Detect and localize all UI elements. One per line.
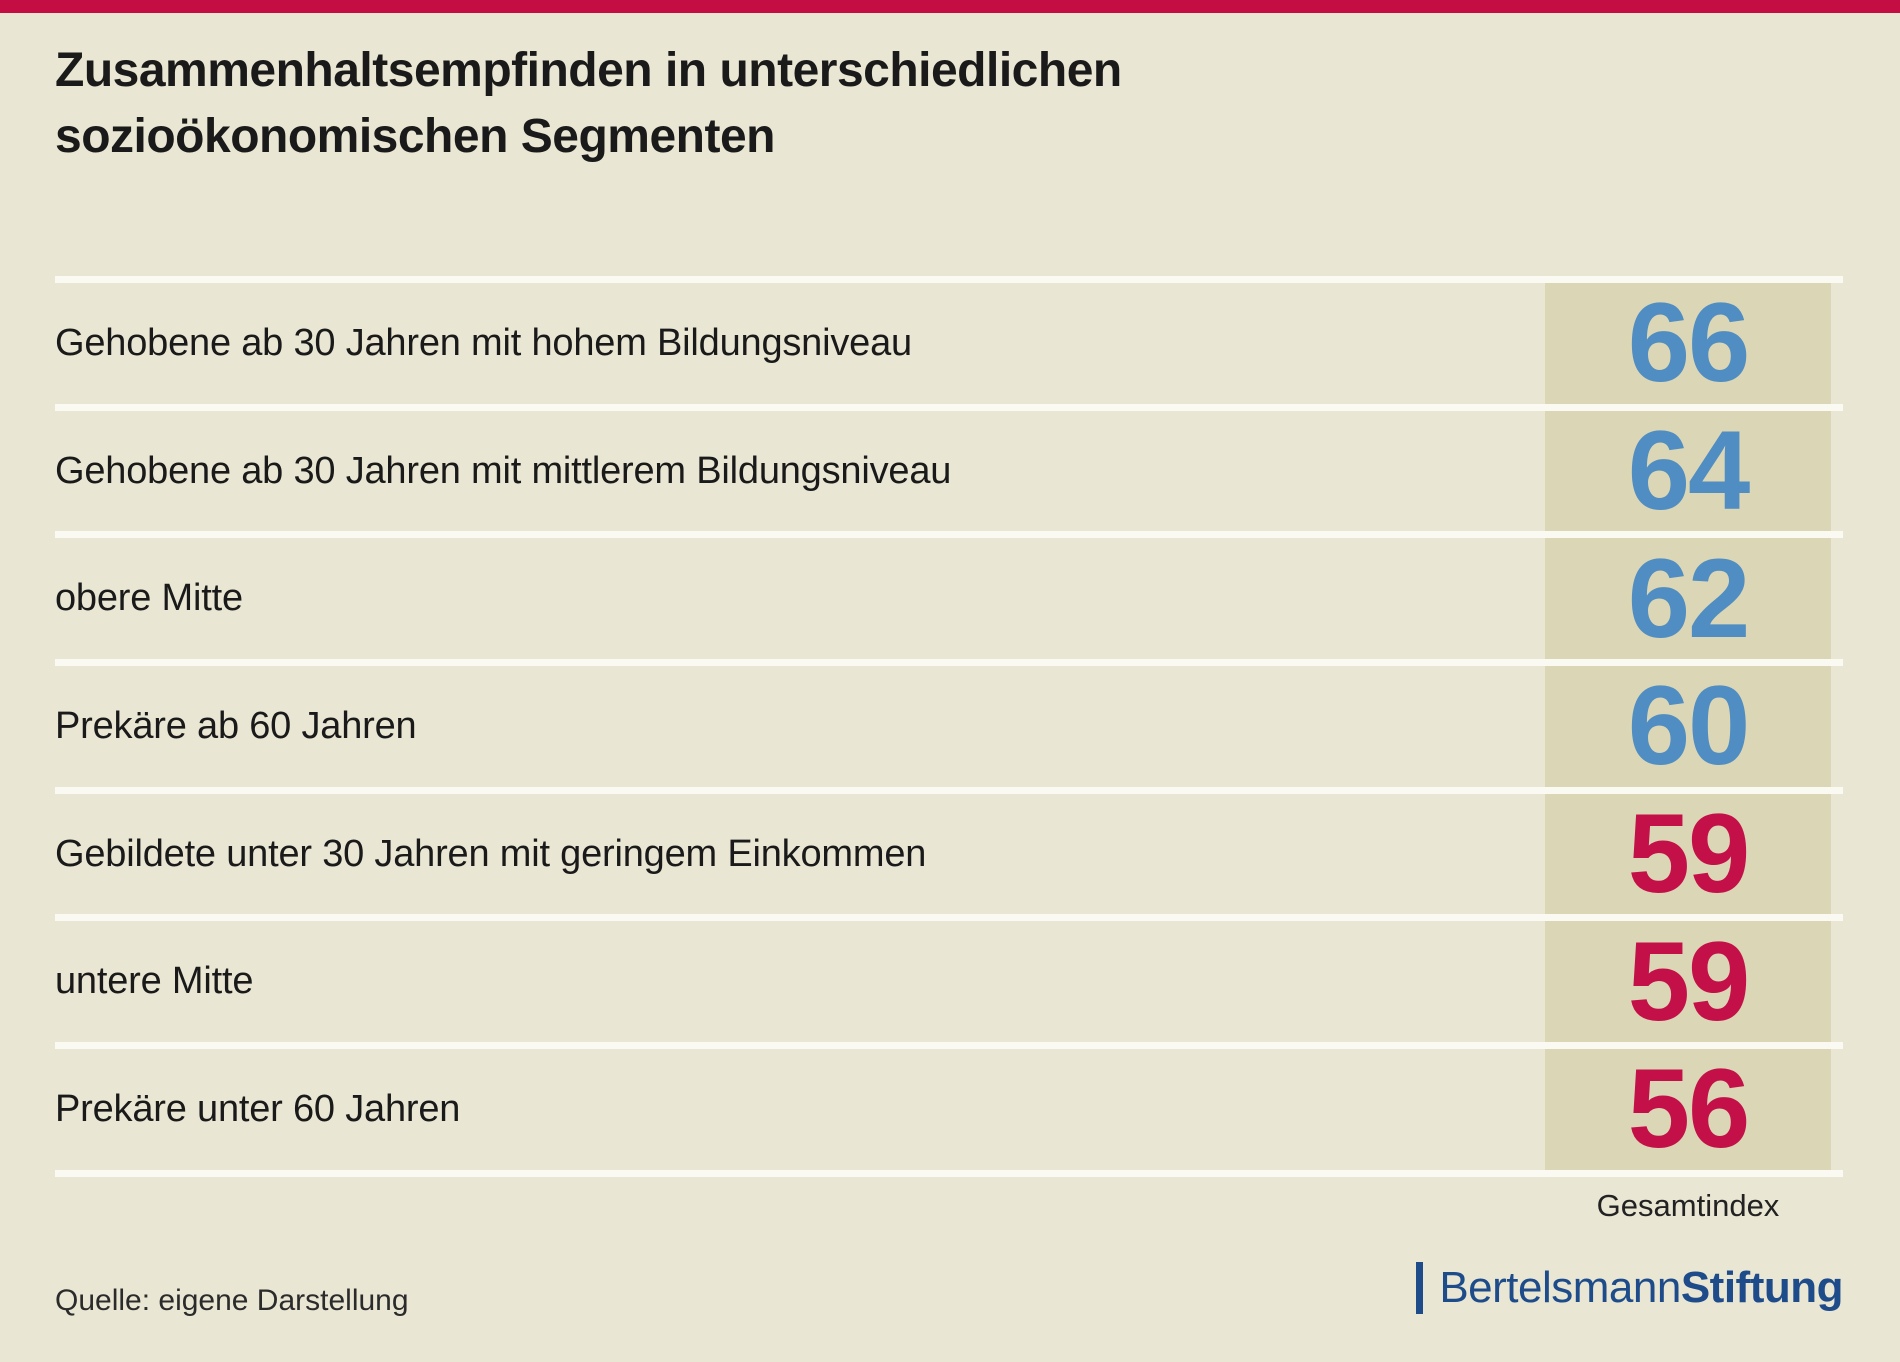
index-value: 59 [1627,791,1751,917]
index-table: Gehobene ab 30 Jahren mit hohem Bildungs… [55,276,1843,1177]
index-value: 56 [1627,1046,1751,1172]
brand-logo: Bertelsmann Stiftung [1416,1262,1844,1314]
value-column-background [1545,283,1831,1170]
brand-logo-bar-icon [1416,1262,1424,1314]
table-row: Prekäre unter 60 Jahren 56 [55,1042,1843,1170]
table-row: obere Mitte 62 [55,531,1843,659]
index-value: 64 [1627,408,1751,534]
table-rows: Gehobene ab 30 Jahren mit hohem Bildungs… [55,283,1843,1170]
index-value: 59 [1627,918,1751,1044]
table-row: Prekäre ab 60 Jahren 60 [55,659,1843,787]
index-value: 60 [1627,663,1751,789]
segment-label: Prekäre ab 60 Jahren [55,704,417,747]
segment-label: Gehobene ab 30 Jahren mit mittlerem Bild… [55,449,952,492]
source-note: Quelle: eigene Darstellung [55,1284,409,1317]
table-row: Gehobene ab 30 Jahren mit hohem Bildungs… [55,283,1843,404]
index-value: 66 [1627,280,1751,406]
table-row: untere Mitte 59 [55,914,1843,1042]
segment-label: Prekäre unter 60 Jahren [55,1087,461,1130]
chart-title-line2: sozioökonomischen Segmenten [55,110,775,164]
brand-name: Bertelsmann [1439,1263,1681,1312]
table-row: Gehobene ab 30 Jahren mit mittlerem Bild… [55,403,1843,534]
segment-label: Gebildete unter 30 Jahren mit geringem E… [55,832,927,875]
chart-title: Zusammenhaltsempfinden in unterschiedlic… [55,38,1122,170]
brand-suffix: Stiftung [1680,1263,1844,1312]
top-accent-bar [0,0,1900,13]
index-value: 62 [1627,535,1751,661]
segment-label: untere Mitte [55,960,254,1003]
segment-label: obere Mitte [55,577,243,620]
value-column-caption: Gesamtindex [1596,1188,1780,1223]
segment-label: Gehobene ab 30 Jahren mit hohem Bildungs… [55,321,912,364]
chart-title-line1: Zusammenhaltsempfinden in unterschiedlic… [55,44,1122,97]
table-row: Gebildete unter 30 Jahren mit geringem E… [55,786,1843,917]
